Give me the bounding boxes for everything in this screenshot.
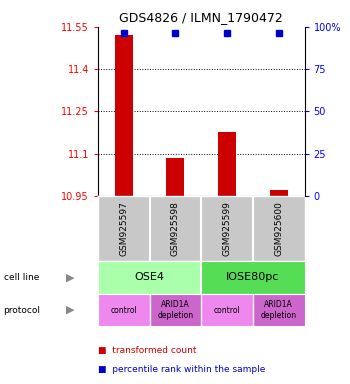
Text: ■  transformed count: ■ transformed count	[98, 346, 196, 354]
Bar	[201, 294, 253, 326]
Bar	[253, 294, 304, 326]
Text: GSM925599: GSM925599	[223, 201, 232, 256]
Bar	[115, 35, 133, 196]
Bar	[98, 261, 201, 294]
Text: GSM925597: GSM925597	[119, 201, 128, 256]
Bar	[270, 190, 288, 196]
Bar	[166, 158, 184, 196]
Title: GDS4826 / ILMN_1790472: GDS4826 / ILMN_1790472	[119, 11, 283, 24]
Text: GSM925600: GSM925600	[274, 201, 283, 256]
Bar	[98, 294, 150, 326]
Bar	[218, 132, 236, 196]
Text: ■  percentile rank within the sample: ■ percentile rank within the sample	[98, 365, 265, 374]
Text: OSE4: OSE4	[135, 272, 164, 283]
Text: protocol: protocol	[4, 306, 41, 314]
Text: control: control	[111, 306, 137, 314]
Text: ▶: ▶	[66, 305, 74, 315]
Text: cell line: cell line	[4, 273, 39, 282]
Text: ARID1A
depletion: ARID1A depletion	[261, 300, 297, 320]
Text: control: control	[214, 306, 240, 314]
Bar	[201, 261, 304, 294]
Text: IOSE80pc: IOSE80pc	[226, 272, 280, 283]
Text: ARID1A
depletion: ARID1A depletion	[158, 300, 194, 320]
Bar	[150, 294, 201, 326]
Text: ▶: ▶	[66, 272, 74, 283]
Text: GSM925598: GSM925598	[171, 201, 180, 256]
